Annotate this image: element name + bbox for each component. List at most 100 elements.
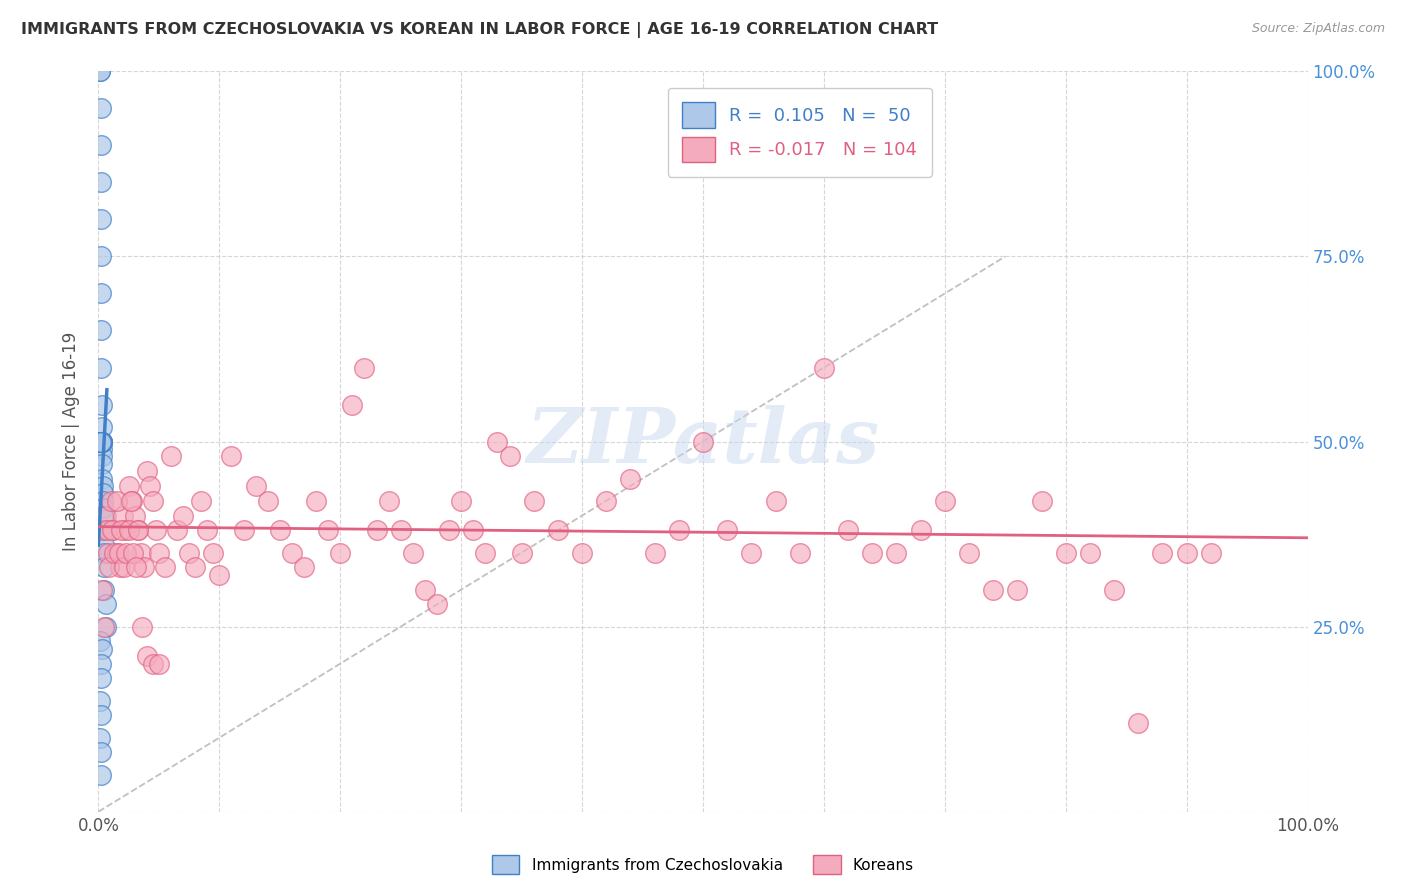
Point bbox=[118, 524, 141, 538]
Point bbox=[127, 524, 149, 538]
Point bbox=[486, 434, 509, 449]
Legend: Immigrants from Czechoslovakia, Koreans: Immigrants from Czechoslovakia, Koreans bbox=[485, 849, 921, 880]
Point bbox=[329, 546, 352, 560]
Point bbox=[114, 524, 136, 538]
Legend: R =  0.105   N =  50, R = -0.017   N = 104: R = 0.105 N = 50, R = -0.017 N = 104 bbox=[668, 87, 932, 177]
Point bbox=[93, 546, 115, 560]
Point bbox=[91, 493, 114, 508]
Point bbox=[90, 434, 112, 449]
Point bbox=[1128, 715, 1150, 730]
Point bbox=[90, 708, 112, 723]
Point bbox=[115, 546, 138, 560]
Text: ZIPatlas: ZIPatlas bbox=[526, 405, 880, 478]
Point bbox=[90, 434, 112, 449]
Point bbox=[389, 524, 412, 538]
Point bbox=[135, 464, 157, 478]
Point bbox=[413, 582, 436, 597]
Point bbox=[121, 493, 143, 508]
Point bbox=[89, 434, 111, 449]
Point bbox=[148, 546, 170, 560]
Point bbox=[103, 546, 125, 560]
Point bbox=[463, 524, 485, 538]
Point bbox=[644, 546, 666, 560]
Point bbox=[94, 619, 117, 633]
Point bbox=[91, 501, 114, 516]
Point bbox=[89, 731, 111, 745]
Point bbox=[342, 398, 364, 412]
Point bbox=[91, 442, 114, 456]
Point bbox=[89, 64, 111, 78]
Point bbox=[89, 434, 111, 449]
Point bbox=[692, 434, 714, 449]
Point bbox=[91, 524, 114, 538]
Point bbox=[125, 560, 148, 574]
Point bbox=[90, 324, 112, 338]
Point bbox=[110, 524, 132, 538]
Point bbox=[1078, 546, 1101, 560]
Point bbox=[89, 634, 111, 648]
Point bbox=[232, 524, 254, 538]
Point bbox=[90, 434, 112, 449]
Point bbox=[148, 657, 170, 671]
Point bbox=[90, 672, 112, 686]
Point bbox=[100, 493, 122, 508]
Point bbox=[292, 560, 315, 574]
Point bbox=[1102, 582, 1125, 597]
Point bbox=[1031, 493, 1053, 508]
Point bbox=[179, 546, 201, 560]
Point bbox=[316, 524, 339, 538]
Point bbox=[90, 767, 112, 781]
Point bbox=[139, 479, 162, 493]
Point bbox=[142, 493, 165, 508]
Point bbox=[108, 546, 131, 560]
Point bbox=[91, 524, 114, 538]
Point bbox=[90, 212, 112, 227]
Point bbox=[129, 546, 152, 560]
Point bbox=[91, 582, 114, 597]
Point bbox=[498, 450, 520, 464]
Text: Source: ZipAtlas.com: Source: ZipAtlas.com bbox=[1251, 22, 1385, 36]
Point bbox=[91, 479, 114, 493]
Point bbox=[184, 560, 207, 574]
Point bbox=[96, 524, 118, 538]
Point bbox=[547, 524, 569, 538]
Point bbox=[90, 657, 112, 671]
Point bbox=[160, 450, 183, 464]
Point bbox=[97, 546, 120, 560]
Point bbox=[450, 493, 472, 508]
Point bbox=[111, 508, 134, 523]
Point bbox=[131, 619, 153, 633]
Point bbox=[89, 694, 111, 708]
Point bbox=[1054, 546, 1077, 560]
Point bbox=[153, 560, 176, 574]
Point bbox=[90, 250, 112, 264]
Point bbox=[860, 546, 883, 560]
Point bbox=[127, 524, 149, 538]
Point bbox=[145, 524, 167, 538]
Point bbox=[93, 619, 115, 633]
Point bbox=[91, 434, 114, 449]
Point bbox=[668, 524, 690, 538]
Point bbox=[91, 486, 114, 500]
Point bbox=[105, 546, 128, 560]
Point bbox=[90, 434, 112, 449]
Point bbox=[91, 450, 114, 464]
Point bbox=[245, 479, 267, 493]
Point bbox=[202, 546, 225, 560]
Point bbox=[402, 546, 425, 560]
Point bbox=[90, 175, 112, 190]
Point bbox=[91, 434, 114, 449]
Point bbox=[256, 493, 278, 508]
Point bbox=[523, 493, 546, 508]
Point bbox=[94, 508, 117, 523]
Point bbox=[269, 524, 291, 538]
Point bbox=[886, 546, 908, 560]
Point bbox=[571, 546, 593, 560]
Point bbox=[91, 457, 114, 471]
Point bbox=[208, 567, 231, 582]
Point bbox=[91, 398, 114, 412]
Point bbox=[366, 524, 388, 538]
Point bbox=[305, 493, 328, 508]
Point bbox=[789, 546, 811, 560]
Point bbox=[101, 524, 124, 538]
